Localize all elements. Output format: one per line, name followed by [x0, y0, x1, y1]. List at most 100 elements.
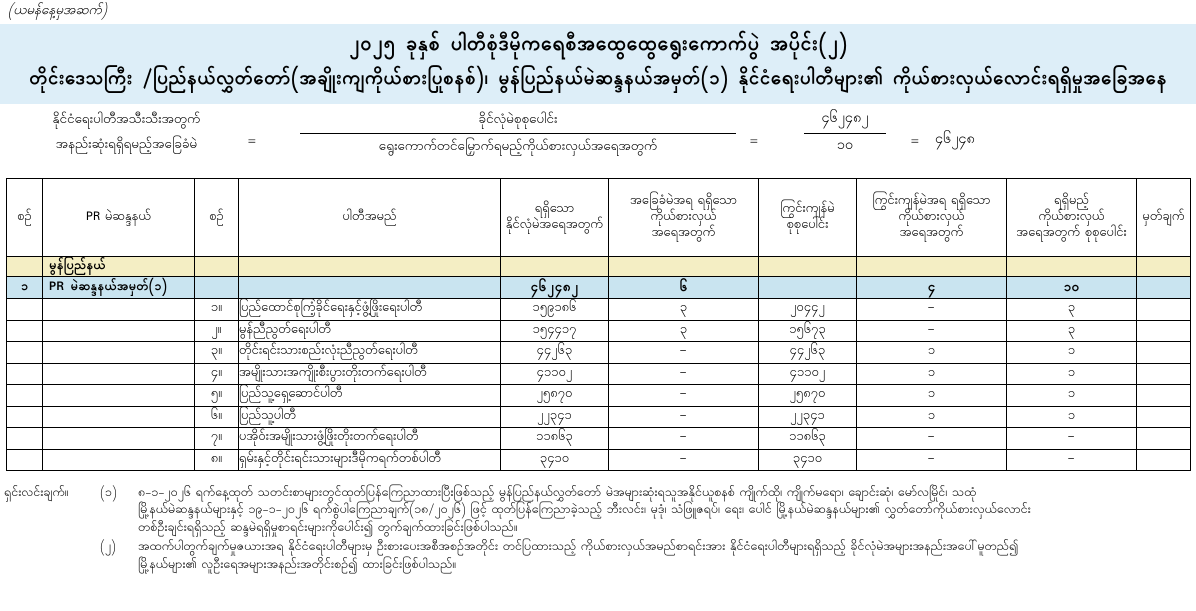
party-valid-votes: ၁၅၉၁၈၆: [500, 298, 609, 321]
party-row-blank-1: [6, 319, 43, 342]
party-row-blank-1: [6, 341, 43, 364]
party-total-seats: ၁: [1006, 362, 1137, 385]
party-name: ပအိုဝ်းအမျိုးသားဖွံ့ဖြိုးတိုးတက်ရေးပါတီ: [238, 427, 501, 450]
column-header-remark: မှတ်ချက်: [1136, 178, 1191, 257]
formula-equals-2: =: [749, 130, 759, 152]
party-row-blank-2: [42, 319, 195, 342]
party-row-blank-2: [42, 298, 195, 321]
results-table-wrapper: စဉ် PR မဲဆန္ဒနယ် စဉ် ပါတီအမည် ရရှိသော နိ…: [6, 178, 1191, 471]
formula-numerator-value: ၄၆၂၄၈၂: [821, 109, 869, 130]
party-remainder-seats: –: [856, 298, 1007, 321]
footnote-2-line-2: မြို့နယ်များ၏ လူဦးရေအများအနည်းအတိုင်းစဉ်…: [138, 556, 457, 575]
party-total-seats: ၃: [1006, 298, 1137, 321]
party-remainder-total: ၄၁၁၀၂: [758, 362, 857, 385]
table-row: ၆။ ပြည်သူ့ပါတီ ၂၂၃၄၁–၂၂၃၄၁၁၁: [6, 405, 1191, 428]
party-row-blank-2: [42, 448, 195, 471]
party-name: ပြည်သူ့ရှေ့ဆောင်ပါတီ: [238, 384, 501, 407]
state-row-blank-5: [500, 256, 609, 277]
formula-left-line-2: အနည်းဆုံးရရှိရမည့်အခြေခံမဲ: [55, 135, 198, 155]
party-valid-votes: ၂၂၃၄၁: [500, 405, 609, 428]
table-row: ၈။ ရှမ်းနှင့်တိုင်းရင်းသားများဒီမိုကရက်တစ…: [6, 448, 1191, 471]
party-row-blank-2: [42, 362, 195, 385]
table-row: ၁။ ပြည်ထောင်စုကြံ့ခိုင်ရေးနှင့်ဖွံ့ဖြိုးရ…: [6, 298, 1191, 321]
party-name: အမျိုးသားအကျိုးစီးပွားတိုးတက်ရေးပါတီ: [238, 362, 501, 385]
table-row: ၅။ ပြည်သူ့ရှေ့ဆောင်ပါတီ ၂၅၈၇၀–၂၅၈၇၀၁၁: [6, 384, 1191, 407]
state-row-label: မွန်ပြည်နယ်: [42, 256, 195, 277]
column-header-remainder-total-line-2: စုစုပေါင်း: [786, 215, 829, 235]
party-remainder-seats: ၁: [856, 341, 1007, 364]
constituency-remark: [1136, 276, 1191, 299]
constituency-remainder-total: [758, 276, 857, 299]
party-serial: ၁။: [194, 298, 239, 321]
table-header-row: စဉ် PR မဲဆန္ဒနယ် စဉ် ပါတီအမည် ရရှိသော နိ…: [6, 178, 1191, 257]
state-row-blank-6: [608, 256, 759, 277]
footnote-1-number: (၁): [100, 485, 117, 503]
constituency-total-seats: ၁၀: [1006, 276, 1137, 299]
column-header-party-name: ပါတီအမည်: [238, 178, 501, 257]
party-row-blank-1: [6, 427, 43, 450]
party-valid-votes: ၃၄၁၀: [500, 448, 609, 471]
results-table: စဉ် PR မဲဆန္ဒနယ် စဉ် ပါတီအမည် ရရှိသော နိ…: [6, 178, 1191, 471]
footnote-2-body: အထက်ပါတွက်ချက်မှုဇယားအရ နိုင်ငံရေးပါတီမျ…: [138, 539, 1194, 575]
footnotes-label: ရှင်းလင်းချက်။: [4, 485, 69, 503]
party-name: ရှမ်းနှင့်တိုင်းရင်းသားများဒီမိုကရက်တစ်ပ…: [238, 448, 501, 471]
party-total-seats: ၁: [1006, 341, 1137, 364]
party-remark: [1136, 448, 1191, 471]
table-body: မွန်ပြည်နယ် ၁ PR မဲဆန္ဒနယ်အမှတ်(၁) ၄၆၂၄၈…: [6, 256, 1191, 471]
party-remark: [1136, 362, 1191, 385]
column-header-total-seats: ရရှိမည့် ကိုယ်စားလှယ် အရေအတွက် စုစုပေါင်…: [1006, 178, 1137, 257]
party-remainder-seats: –: [856, 427, 1007, 450]
constituency-blank-4: [238, 276, 501, 299]
formula-denominator-label: ရွေးကောက်တင်မြှောက်ရမည့်ကိုယ်စားလှယ်အရေအ…: [378, 137, 658, 157]
formula-equals-3: =: [910, 130, 920, 152]
party-valid-votes: ၂၅၈၇၀: [500, 384, 609, 407]
footnote-row-1: ရှင်းလင်းချက်။ (၁) ၈-၁-၂၀၂၆ ရက်နေ့ထုတ် သ…: [4, 485, 1194, 538]
state-row-blank-3: [194, 256, 239, 277]
party-remainder-seats: –: [856, 448, 1007, 471]
party-serial: ၄။: [194, 362, 239, 385]
party-row-blank-1: [6, 405, 43, 428]
party-remainder-total: ၂၀၄၄၂: [758, 298, 857, 321]
column-header-base-seats-line-2: ကိုယ်စားလှယ်: [650, 207, 717, 227]
table-row: ၂။ မွန်ညီညွတ်ရေးပါတီ ၁၅၄၄၁၇၃၁၅၆၇၃–၃: [6, 319, 1191, 342]
state-row-blank-8: [856, 256, 1007, 277]
constituency-serial: ၁: [6, 276, 43, 299]
column-header-base-seats-line-1: အခြေခံမဲအရ ရရှိသော: [629, 191, 738, 211]
party-row-blank-2: [42, 405, 195, 428]
column-header-valid-votes-line-1: ရရှိသော: [534, 199, 575, 219]
party-row-blank-2: [42, 427, 195, 450]
column-header-serial-1: စဉ်: [6, 178, 43, 257]
party-valid-votes: ၄၁၁၀၂: [500, 362, 609, 385]
constituency-blank-3: [194, 276, 239, 299]
column-header-remainder-total: ကြွင်းကျန်မဲ စုစုပေါင်း: [758, 178, 857, 257]
party-base-seats: –: [608, 341, 759, 364]
column-header-base-seats: အခြေခံမဲအရ ရရှိသော ကိုယ်စားလှယ် အရေအတွက်: [608, 178, 759, 257]
party-remainder-total: ၁၁၈၆၃: [758, 427, 857, 450]
column-header-remainder-seats-line-1: ကြွင်းကျန်မဲအရ ရရှိသော: [872, 191, 991, 211]
party-name: မွန်ညီညွတ်ရေးပါတီ: [238, 319, 501, 342]
table-row: ၃။ တိုင်းရင်းသားစည်းလုံးညီညွတ်ရေးပါတီ ၄၄၂၆…: [6, 341, 1191, 364]
party-valid-votes: ၁၅၄၄၁၇: [500, 319, 609, 342]
footnote-row-2: (၂) အထက်ပါတွက်ချက်မှုဇယားအရ နိုင်ငံရေးပါ…: [4, 539, 1194, 575]
constituency-remainder-seats: ၄: [856, 276, 1007, 299]
constituency-summary-row: ၁ PR မဲဆန္ဒနယ်အမှတ်(၁) ၄၆၂၄၈၂ ၆ ၄ ၁၀: [6, 276, 1191, 299]
party-row-blank-1: [6, 448, 43, 471]
party-total-seats: –: [1006, 448, 1137, 471]
column-header-total-seats-line-1: ရရှိမည့်: [1054, 191, 1089, 211]
party-total-seats: ၁: [1006, 384, 1137, 407]
party-serial: ၇။: [194, 427, 239, 450]
formula-fraction-numeric: ၄၆၂၄၈၂ ၁၀: [790, 108, 900, 159]
party-serial: ၅။: [194, 384, 239, 407]
title-line-2: တိုင်းဒေသကြီး /ပြည်နယ်လွှတ်တော်(အချိုးကျ…: [29, 65, 1167, 94]
state-row-blank-4: [238, 256, 501, 277]
party-base-seats: –: [608, 362, 759, 385]
column-header-valid-votes: ရရှိသော နိုင်လုံမဲအရေအတွက်: [500, 178, 609, 257]
state-row-serial: [6, 256, 43, 277]
column-header-total-seats-line-2: ကိုယ်စားလှယ်: [1038, 207, 1105, 227]
constituency-base-seats: ၆: [608, 276, 759, 299]
party-serial: ၈။: [194, 448, 239, 471]
table-row: ၄။ အမျိုးသားအကျိုးစီးပွားတိုးတက်ရေးပါတီ ၄၁…: [6, 362, 1191, 385]
party-serial: ၃။: [194, 341, 239, 364]
table-row: ၇။ ပအိုဝ်းအမျိုးသားဖွံ့ဖြိုးတိုးတက်ရေးပါတ…: [6, 427, 1191, 450]
